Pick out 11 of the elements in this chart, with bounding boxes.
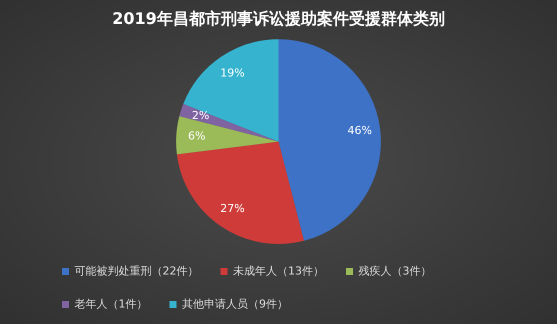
data-label: 46% [348, 124, 372, 138]
data-label: 6% [188, 129, 206, 142]
legend-label: 残疾人（3件） [358, 264, 432, 278]
legend-label: 可能被判处重刑（22件） [74, 264, 198, 278]
legend-label: 其他申请人员（9件） [182, 297, 288, 310]
data-label: 2% [192, 109, 210, 122]
chart-title: 2019年昌都市刑事诉讼援助案件受援群体类别 [112, 8, 445, 28]
data-label: 19% [220, 66, 245, 80]
legend-label: 未成年人（13件） [232, 264, 324, 278]
data-label: 27% [220, 202, 245, 216]
legend-label: 老年人（1件） [74, 297, 148, 310]
